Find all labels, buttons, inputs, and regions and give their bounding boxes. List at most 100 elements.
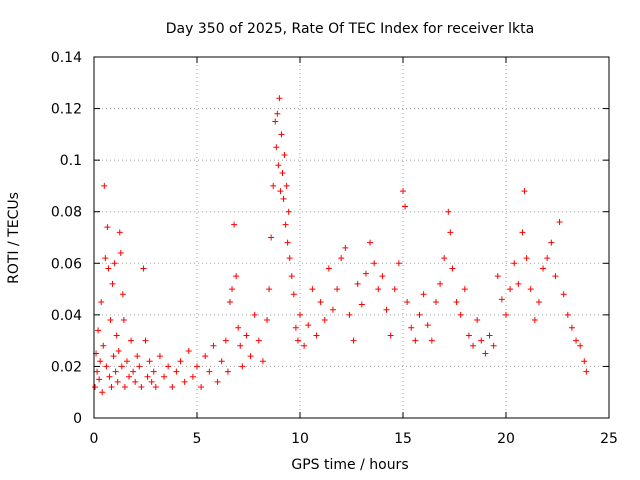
data-point [395,260,402,267]
data-point [521,188,528,195]
data-point [577,342,584,349]
data-point [218,358,225,365]
grid-lines [94,57,609,418]
data-point [99,389,106,396]
chart-title: Day 350 of 2025, Rate Of TEC Index for r… [166,21,534,37]
data-point [104,224,111,231]
data-point [367,239,374,246]
data-point [101,182,108,189]
data-point [114,378,121,385]
y-tick-label: 0.12 [51,102,82,118]
data-point [564,311,571,318]
data-point [420,291,427,298]
data-point [94,368,101,375]
data-point [185,347,192,354]
data-point [313,332,320,339]
data-point [119,291,126,298]
data-point [329,306,336,313]
data-point [297,311,303,318]
data-point [224,368,231,375]
data-point [581,358,588,365]
data-point [404,298,411,305]
data-point [251,311,258,318]
data-point [424,322,431,329]
y-tick-label: 0.08 [51,205,82,221]
data-point [354,280,361,287]
data-point [474,317,481,324]
data-point [535,298,542,305]
x-tick-label: 15 [394,431,412,447]
data-point [274,110,281,117]
data-point [573,337,580,344]
data-point [116,229,123,236]
data-point [408,324,415,331]
data-point [544,255,551,262]
data-point [470,342,477,349]
data-point [97,358,104,365]
data-point [317,298,324,305]
data-point [177,358,184,365]
data-point [165,363,172,370]
data-point [346,311,353,318]
data-point [278,131,285,138]
data-point [108,384,115,391]
data-point [437,280,444,287]
data-point [189,373,196,380]
data-point [146,358,153,365]
data-point [272,118,279,125]
x-tick-label: 5 [193,431,202,447]
data-point [239,363,246,370]
data-point [161,373,168,380]
data-point [134,353,141,360]
data-point [276,95,283,102]
data-point [583,368,590,375]
data-point [106,373,113,380]
data-point [92,384,99,391]
data-point [109,280,116,287]
data-point [121,384,128,391]
y-tick-label: 0.02 [51,359,82,375]
data-point [482,350,489,357]
data-point [231,221,238,228]
data-point [527,286,534,293]
data-point [132,378,139,385]
data-point [387,332,394,339]
data-point [150,368,157,375]
data-point [214,378,221,385]
data-point [279,170,286,177]
data-point [305,322,312,329]
data-point [226,298,233,305]
data-point [247,353,254,360]
y-tick-label: 0.14 [51,50,82,66]
data-point [136,363,143,370]
y-tick-label: 0 [73,411,82,427]
data-point [515,280,522,287]
data-point [519,229,526,236]
data-point [235,324,242,331]
x-tick-label: 25 [600,431,618,447]
data-point [503,311,509,318]
data-point [283,182,290,189]
data-point [282,221,289,228]
data-point [112,368,119,375]
data-point [457,311,464,318]
plot-frame [93,56,610,419]
x-tick-label: 20 [497,431,515,447]
data-point [325,265,332,272]
data-point [229,286,236,293]
y-tick-label: 0.04 [51,308,82,324]
data-point [523,255,530,262]
data-point [309,286,316,293]
data-point [105,265,112,272]
data-point [301,342,308,349]
data-point [490,342,497,349]
data-point [266,286,273,293]
axis-ticks: 0 5 10 15 20 25 0 0.02 0.04 0.06 0.08 0.1 0.12 0.14 [51,50,618,447]
data-point [391,286,398,293]
data-point [169,384,176,391]
data-point [194,363,200,370]
data-point [181,378,188,385]
data-point [110,353,117,360]
data-point [273,144,280,151]
